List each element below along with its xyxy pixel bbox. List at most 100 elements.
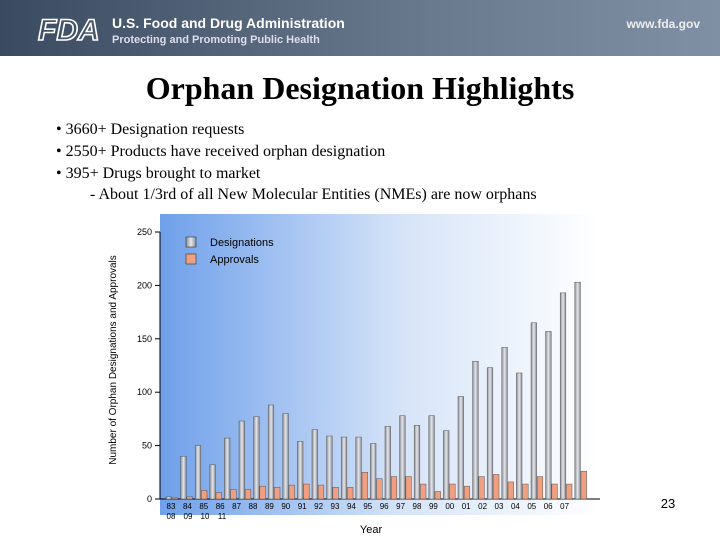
x-tick-label: 91 [298,502,307,511]
bullet: • 2550+ Products have received orphan de… [56,143,385,160]
bar [303,483,310,500]
x-tick-label: 92 [314,502,323,511]
x-tick-label: 07 [560,502,569,511]
bar [171,497,179,500]
legend-swatch [185,236,197,248]
bar [478,476,485,500]
bar [317,484,325,500]
x-tick-label: 09 [184,512,193,521]
bar [194,445,202,500]
plot-area [160,214,600,515]
bar [230,489,237,500]
bar [180,456,187,500]
url: www.fda.gov [625,17,700,31]
x-tick-label: 90 [281,502,290,511]
bar [288,484,295,500]
y-tick-label: 100 [137,387,152,397]
bar [405,476,412,500]
bar [545,331,552,500]
x-tick-label: 97 [396,502,405,511]
bar [449,483,456,500]
bar [224,437,231,500]
bar [566,483,573,500]
bar [551,483,558,500]
bar [536,476,544,500]
x-tick-label: 89 [265,502,274,511]
logo: FDA [38,14,100,47]
bar [390,476,398,500]
x-tick-label: 83 [167,502,176,511]
tagline: Protecting and Promoting Public Health [112,34,320,46]
x-tick-label: 93 [331,502,340,511]
y-tick-label: 50 [142,441,152,451]
bar [311,429,318,500]
title: Orphan Designation Highlights [146,70,575,106]
legend-swatch [185,253,197,265]
bar [516,372,523,500]
bar [507,481,514,500]
bar [370,443,377,500]
bar [376,478,383,500]
x-tick-label: 08 [167,512,176,521]
bar [522,483,529,500]
page-number: 23 [661,496,675,511]
bar [472,360,479,500]
x-tick-label: 88 [249,502,258,511]
bar [486,367,494,500]
sub-bullet: - About 1/3rd of all New Molecular Entit… [90,186,537,203]
agency: U.S. Food and Drug Administration [112,15,345,31]
x-tick-label: 96 [380,502,389,511]
x-tick-label: 00 [445,502,454,511]
bar [434,491,441,500]
x-tick-label: 95 [363,502,372,511]
bar [282,413,289,500]
x-tick-label: 05 [527,502,536,511]
bar [201,490,208,500]
x-tick-label: 85 [199,502,208,511]
bar [332,487,339,500]
bar [457,396,464,500]
bar [413,425,421,500]
bar [361,472,368,500]
header-bar [0,0,720,56]
bar [559,292,567,500]
x-tick-label: 87 [232,502,241,511]
bar [501,347,508,500]
bar [574,281,581,500]
bar [326,435,333,500]
bar [580,470,587,500]
bar [493,474,500,500]
bar [253,416,260,500]
x-tick-label: 99 [429,502,438,511]
x-tick-label: 98 [413,502,422,511]
y-tick-label: 250 [137,227,152,237]
x-tick-label: 02 [478,502,487,511]
x-tick-label: 11 [218,512,227,521]
x-tick-label: 94 [347,502,356,511]
x-tick-label: 01 [462,502,471,511]
bar [420,483,427,500]
y-tick-label: 150 [137,334,152,344]
bar [399,415,406,500]
x-tick-label: 03 [495,502,504,511]
bar [209,464,216,500]
bar [347,487,354,500]
bullet: • 395+ Drugs brought to market [56,165,261,182]
legend-label: Approvals [210,254,259,266]
x-tick-label: 04 [511,502,520,511]
bar [238,420,245,500]
y-tick-label: 0 [147,494,152,504]
bar [530,322,537,500]
x-axis-label: Year [360,524,383,536]
legend-label: Designations [210,237,274,249]
bar [384,426,391,500]
y-axis-label: Number of Orphan Designations and Approv… [108,255,119,465]
bar [259,485,266,500]
bar [244,489,252,500]
bullet: • 3660+ Designation requests [56,121,244,138]
bar [443,430,450,500]
bar [297,441,304,500]
bar [186,496,193,500]
bar [340,436,348,500]
